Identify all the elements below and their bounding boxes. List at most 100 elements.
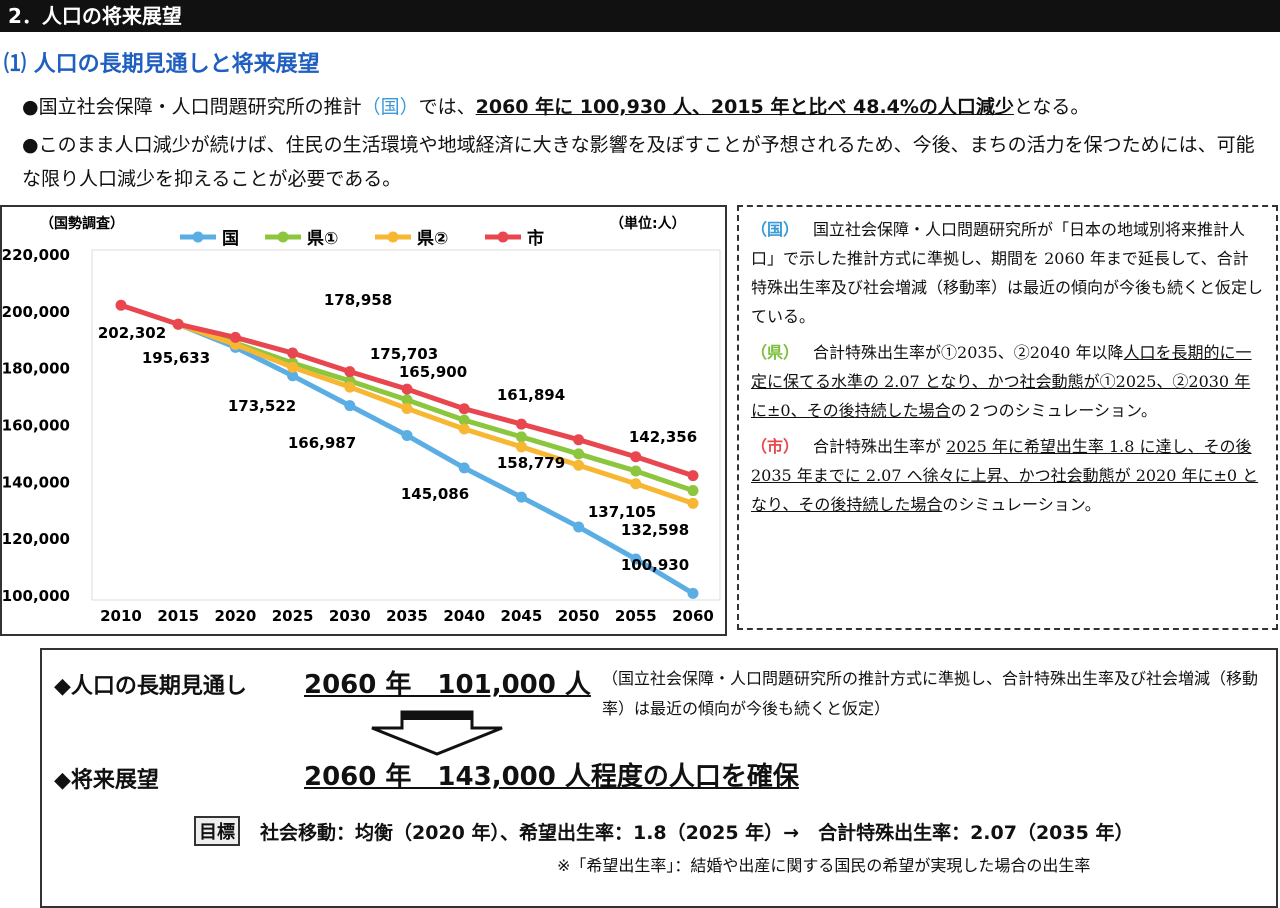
note-paragraph: （市） 合計特殊出生率が 2025 年に希望出生率 1.8 に達し、その後 203… bbox=[751, 432, 1264, 519]
note-text: のシミュレーション。 bbox=[942, 495, 1101, 514]
y-tick-label: 200,000 bbox=[2, 303, 70, 321]
y-tick-label: 160,000 bbox=[2, 417, 70, 435]
data-point bbox=[515, 441, 527, 453]
legend-dot bbox=[192, 231, 204, 243]
legend-dot bbox=[497, 231, 509, 243]
data-label: 166,987 bbox=[288, 434, 356, 452]
data-point bbox=[573, 434, 585, 446]
data-point bbox=[573, 459, 585, 471]
data-point bbox=[687, 470, 699, 482]
data-point bbox=[687, 485, 699, 497]
label: ◆将来展望 bbox=[54, 768, 159, 793]
x-tick-label: 2020 bbox=[215, 607, 257, 625]
data-point bbox=[401, 402, 413, 414]
label: ◆人口の長期見通し bbox=[54, 674, 247, 699]
note-text: 合計特殊出生率が①2035、②2040 年以降 bbox=[813, 343, 1124, 362]
notes-box: （国） 国立社会保障・人口問題研究所が「日本の地域別将来推計人口」で示した推計方式… bbox=[737, 205, 1278, 630]
arrow bbox=[371, 710, 503, 756]
annotation: （国勢調査） bbox=[40, 215, 124, 232]
data-label: 195,633 bbox=[142, 349, 210, 367]
x-tick-label: 2060 bbox=[672, 607, 714, 625]
text: 2060 年に 100,930 人、2015 年と比べ 48.4%の人口減少 bbox=[475, 96, 1014, 118]
data-point bbox=[515, 418, 527, 430]
data-point bbox=[115, 299, 127, 311]
tag: 目標 bbox=[194, 816, 240, 846]
value: 2060 年 101,000 人 bbox=[304, 670, 591, 700]
data-label: 178,958 bbox=[324, 291, 392, 309]
x-tick-label: 2035 bbox=[386, 607, 428, 625]
data-point bbox=[344, 381, 356, 393]
note-paragraph: （県） 合計特殊出生率が①2035、②2040 年以降人口を長期的に一定に保てる水… bbox=[751, 338, 1264, 425]
data-label: 145,086 bbox=[401, 485, 469, 503]
data-point bbox=[344, 366, 356, 378]
legend-dot bbox=[387, 231, 399, 243]
y-tick-label: 120,000 bbox=[2, 530, 70, 548]
legend-label: 市 bbox=[527, 228, 544, 249]
section-title: ⑴ 人口の長期見通しと将来展望 bbox=[4, 52, 320, 77]
data-point bbox=[630, 465, 642, 477]
x-tick-label: 2030 bbox=[329, 607, 371, 625]
y-tick-label: 180,000 bbox=[2, 360, 70, 378]
data-label: 142,356 bbox=[629, 428, 697, 446]
data-point bbox=[515, 431, 527, 443]
data-point bbox=[287, 361, 299, 373]
bullet: ●このまま人口減少が続けば、住民の生活環境や地域経済に大きな影響を及ぼすことが予… bbox=[22, 128, 1272, 196]
legend-label: 県① bbox=[307, 229, 338, 249]
data-point bbox=[401, 429, 413, 441]
data-point bbox=[687, 587, 699, 599]
series-line bbox=[177, 321, 694, 506]
bullet: ●国立社会保障・人口問題研究所の推計（国）では、2060 年に 100,930 … bbox=[22, 90, 1272, 124]
note-text: 国立社会保障・人口問題研究所が「日本の地域別将来推計人口」で示した推計方式に準拠… bbox=[751, 220, 1264, 326]
data-point bbox=[687, 497, 699, 509]
data-label: 161,894 bbox=[497, 386, 565, 404]
y-tick-label: 220,000 bbox=[2, 246, 70, 264]
data-point bbox=[229, 331, 241, 343]
data-point bbox=[287, 347, 299, 359]
data-point bbox=[630, 553, 642, 565]
x-tick-label: 2025 bbox=[272, 607, 314, 625]
data-point bbox=[630, 478, 642, 490]
data-point bbox=[630, 451, 642, 463]
legend-label: 県② bbox=[417, 229, 448, 249]
note: （国立社会保障・人口問題研究所の推計方式に準拠し、合計特殊出生率及び社会増減（移… bbox=[602, 669, 1259, 718]
series-line bbox=[177, 321, 694, 493]
data-point bbox=[458, 403, 470, 415]
note-tag: （市） bbox=[751, 437, 800, 456]
x-tick-label: 2045 bbox=[501, 607, 543, 625]
data-point bbox=[344, 400, 356, 412]
text: （国） bbox=[361, 96, 419, 118]
data-label: 158,779 bbox=[497, 454, 565, 472]
chart-frame bbox=[0, 205, 727, 636]
y-tick-label: 140,000 bbox=[2, 473, 70, 491]
note-text: 2025 年に希望出生率 1.8 に達し、その後 2035 年までに 2.07 … bbox=[751, 437, 1259, 514]
data-label: 175,703 bbox=[370, 345, 438, 363]
series-line bbox=[177, 321, 695, 596]
x-tick-label: 2050 bbox=[558, 607, 600, 625]
data-point bbox=[401, 394, 413, 406]
data-point bbox=[458, 414, 470, 426]
target: 社会移動：均衡（2020 年）、希望出生率：1.8（2025 年）→ 合計特殊出… bbox=[260, 822, 1134, 844]
legend-label: 国 bbox=[222, 229, 239, 249]
data-label: 202,302 bbox=[98, 324, 166, 342]
data-label: 132,598 bbox=[621, 521, 689, 539]
note-tag: （県） bbox=[751, 343, 800, 362]
x-tick-label: 2015 bbox=[157, 607, 199, 625]
note-text: 合計特殊出生率が bbox=[813, 437, 947, 456]
data-label: 137,105 bbox=[588, 503, 656, 521]
summary-box: ◆人口の長期見通し 2060 年 101,000 人 （国立社会保障・人口問題研… bbox=[40, 648, 1278, 908]
annotation: （単位:人） bbox=[610, 215, 686, 232]
y-tick-label: 100,000 bbox=[2, 587, 70, 605]
text: ●このまま人口減少が続けば、住民の生活環境や地域経済に大きな影響を及ぼすことが予… bbox=[22, 134, 1255, 190]
data-point bbox=[401, 383, 413, 395]
x-tick-label: 2040 bbox=[443, 607, 485, 625]
data-point bbox=[515, 491, 527, 503]
data-label: 165,900 bbox=[399, 363, 467, 381]
legend-dot bbox=[277, 231, 289, 243]
note-text: 人口を長期的に一定に保てる水準の 2.07 となり、かつ社会動態が①2025、②… bbox=[751, 343, 1252, 420]
data-point bbox=[573, 448, 585, 460]
chart: （国勢調査） （単位:人） 100,000 120,000 140,000 160,0… bbox=[2, 215, 721, 625]
footnote: ※「希望出生率」：結婚や出産に関する国民の希望が実現した場合の出生率 bbox=[557, 856, 1091, 875]
data-label: 173,522 bbox=[228, 397, 296, 415]
data-label: 100,930 bbox=[621, 556, 689, 574]
note-tag: （国） bbox=[751, 220, 800, 239]
